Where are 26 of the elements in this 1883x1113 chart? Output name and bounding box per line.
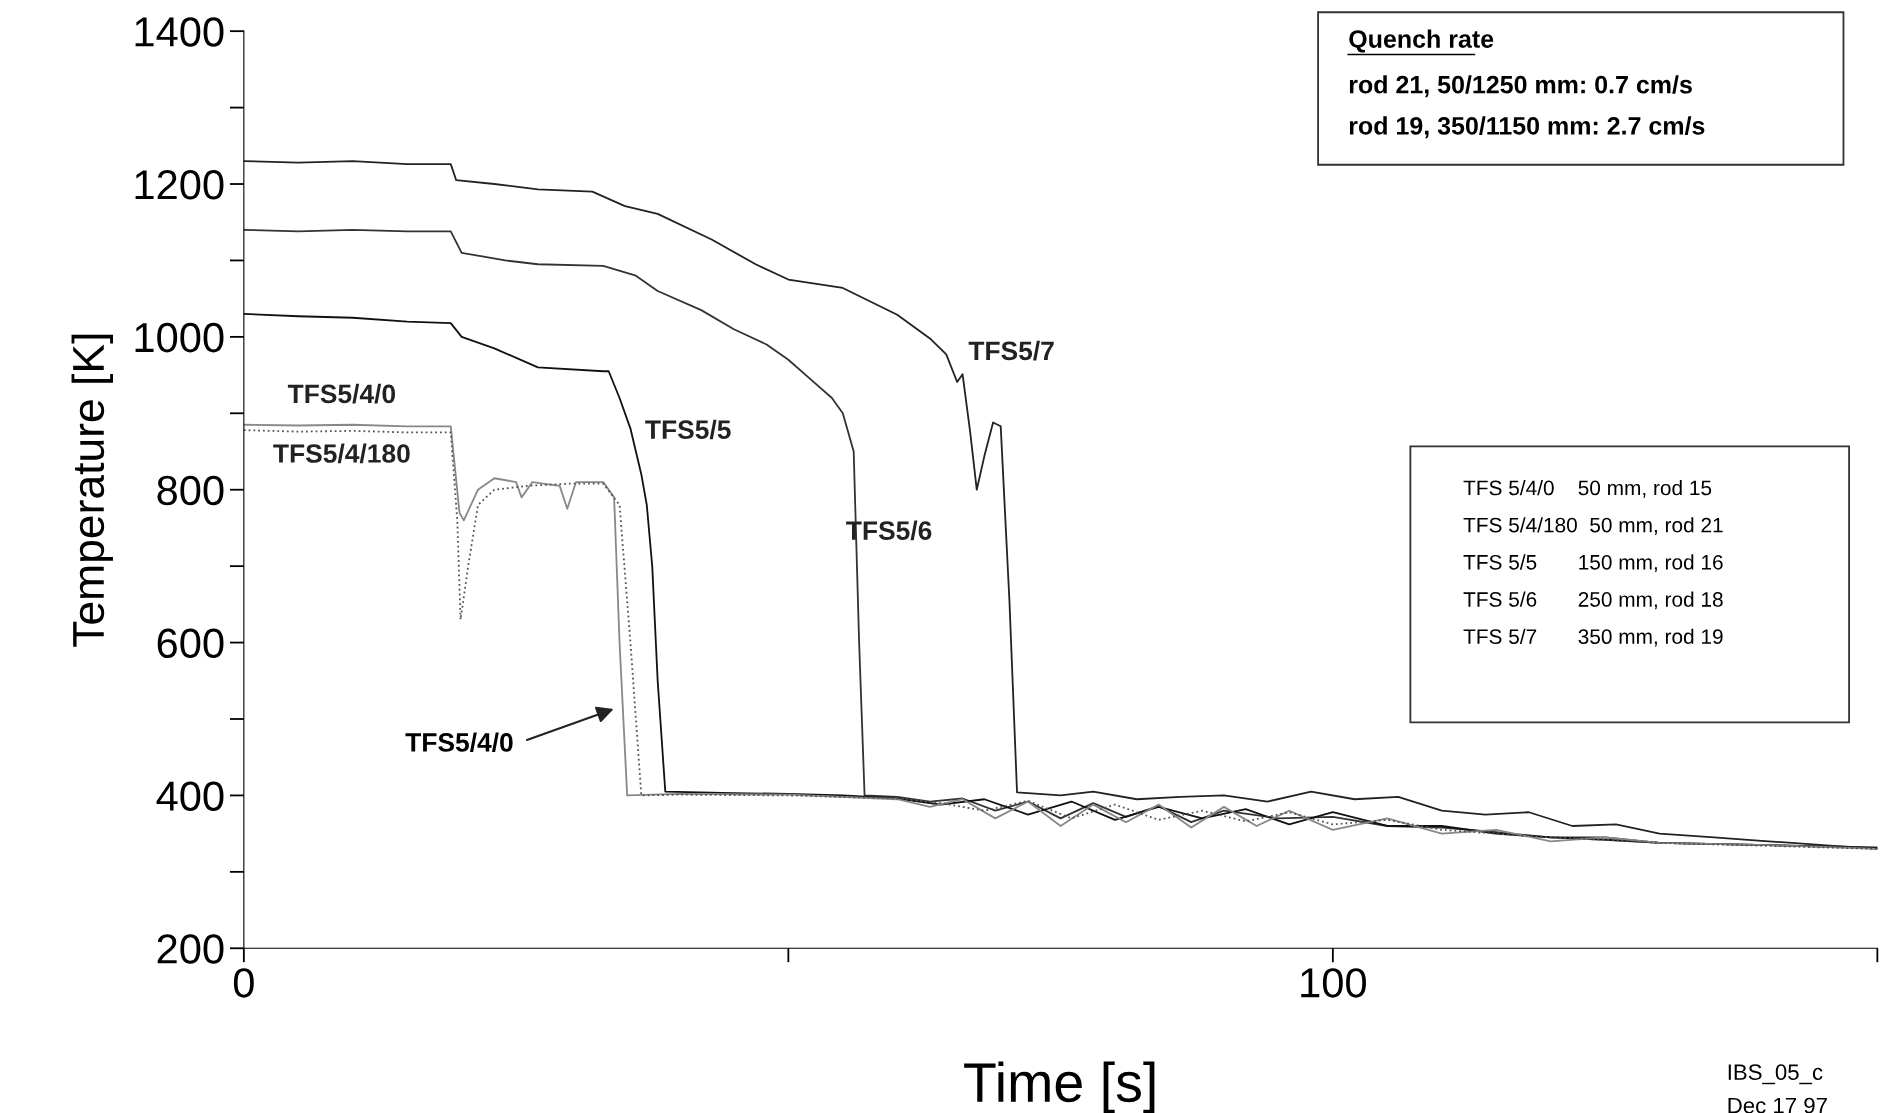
y-tick-label: 1000 xyxy=(135,322,224,353)
y-tick-label: 1200 xyxy=(135,170,224,200)
annotation: rod 21, 50/1250 mm: 0.7 cm/s xyxy=(1349,75,1692,98)
series-label: TFS5/7 xyxy=(968,340,1054,361)
annotation: rod 19, 350/1150 mm: 2.7 cm/s xyxy=(1349,116,1705,139)
y-tick-label: 400 xyxy=(156,781,224,811)
y-tick-label: 600 xyxy=(157,628,224,659)
series-label: TFS5/5 xyxy=(645,419,731,440)
y-axis-title: Temperature [K] xyxy=(71,334,113,647)
annotation: Quench rate xyxy=(1349,29,1494,53)
annotation: TFS5/4/0 xyxy=(405,732,513,753)
x-tick-label: 0 xyxy=(233,968,254,998)
series-label: TFS5/4/0 xyxy=(287,383,396,404)
x-tick-label: 100 xyxy=(1301,968,1366,998)
annotation: TFS 5/4/180 50 mm, rod 21 xyxy=(1463,517,1723,535)
annotation: TFS 5/7 350 mm, rod 19 xyxy=(1463,628,1723,647)
text: IBS_05_c xyxy=(1728,1064,1823,1085)
series-label: TFS5/4/180 xyxy=(273,443,410,464)
y-tick-label: 800 xyxy=(157,475,224,506)
y-tick-label: 200 xyxy=(157,934,224,964)
y-tick-label: 1400 xyxy=(135,17,224,47)
text: Dec 17 97 xyxy=(1728,1097,1827,1113)
annotation: TFS 5/4/0 50 mm, rod 15 xyxy=(1463,480,1712,498)
x-axis-title: Time [s] xyxy=(964,1061,1155,1113)
annotation: TFS 5/5 150 mm, rod 16 xyxy=(1463,554,1723,573)
annotation: TFS 5/6 250 mm, rod 18 xyxy=(1463,591,1723,610)
